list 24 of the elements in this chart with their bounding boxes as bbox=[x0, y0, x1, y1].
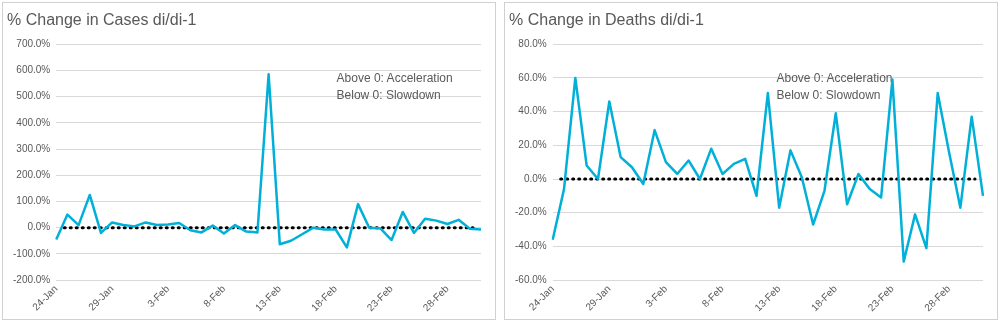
y-tick-label: 400.0% bbox=[16, 116, 51, 128]
y-tick-label: 20.0% bbox=[518, 139, 547, 151]
y-tick-label: -200.0% bbox=[13, 273, 51, 285]
y-tick-label: 700.0% bbox=[16, 37, 51, 49]
y-tick-label: -20.0% bbox=[515, 206, 547, 218]
y-tick-label: -100.0% bbox=[13, 247, 51, 259]
y-tick-label: 600.0% bbox=[16, 64, 51, 76]
annotation: Below 0: Slowdown bbox=[336, 87, 441, 102]
y-tick-label: 40.0% bbox=[518, 105, 547, 117]
chart-title: % Change in Deaths di/di-1 bbox=[509, 11, 704, 29]
chart-title: % Change in Cases di/di-1 bbox=[7, 11, 197, 29]
y-tick-label: 300.0% bbox=[16, 142, 51, 154]
y-tick-label: -60.0% bbox=[515, 273, 547, 285]
y-tick-label: 0.0% bbox=[523, 172, 547, 184]
y-tick-label: 0.0% bbox=[27, 221, 51, 233]
y-tick-label: 60.0% bbox=[518, 71, 547, 83]
annotation: Above 0: Acceleration bbox=[776, 70, 893, 85]
annotation: Above 0: Acceleration bbox=[336, 70, 453, 85]
annotation: Below 0: Slowdown bbox=[776, 87, 881, 102]
y-tick-label: 200.0% bbox=[16, 169, 51, 181]
y-tick-label: 80.0% bbox=[518, 37, 547, 49]
y-tick-label: -40.0% bbox=[515, 240, 547, 252]
y-tick-label: 500.0% bbox=[16, 90, 51, 102]
y-tick-label: 100.0% bbox=[16, 195, 51, 207]
